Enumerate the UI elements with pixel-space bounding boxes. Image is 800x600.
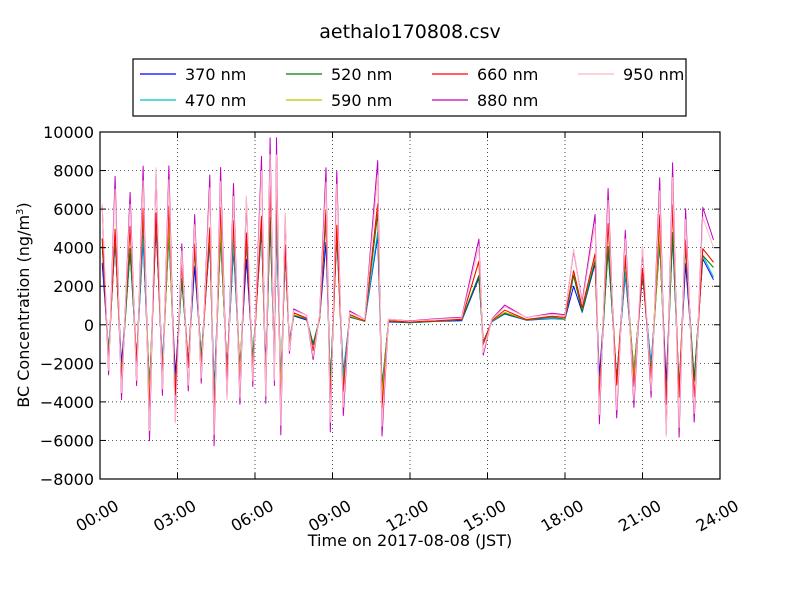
x-axis-label: Time on 2017-08-08 (JST) [307,531,512,550]
y-tick-label: 6000 [53,200,94,219]
y-tick-label: 10000 [43,123,94,142]
chart-title: aethalo170808.csv [319,21,501,43]
legend-label: 470 nm [185,91,246,110]
x-tick-label: 21:00 [615,496,664,536]
legend-label: 590 nm [331,91,392,110]
legend-label: 950 nm [623,65,684,84]
x-tick-label: 24:00 [693,496,742,536]
x-tick-label: 00:00 [73,496,122,536]
grid [100,132,720,479]
y-axis-label: BC Concentration (ng/m3) [14,202,33,407]
y-tick-label: 2000 [53,277,94,296]
y-tick-label: −8000 [40,470,94,489]
legend: 370 nm 470 nm 520 nm 590 nm 660 nm 880 nm 950 … [132,58,687,117]
x-tick-label: 18:00 [538,496,587,536]
legend-box [132,58,687,117]
series-line [101,154,714,437]
y-tick-label: −4000 [40,393,94,412]
y-tick-label: 0 [84,316,94,335]
x-tick-label: 09:00 [305,496,354,536]
x-tick-label: 12:00 [383,496,432,536]
legend-label: 880 nm [477,91,538,110]
y-tick-label: −2000 [40,354,94,373]
x-tick-label: 06:00 [228,496,277,536]
legend-label: 520 nm [331,65,392,84]
y-tick-label: −6000 [40,431,94,450]
x-tick-label: 15:00 [460,496,509,536]
ticks: −8000 −6000 −4000 −2000 0 2000 4000 6000 8000 100… [40,123,742,536]
y-tick-label: 4000 [53,239,94,258]
y-tick-label: 8000 [53,162,94,181]
plot-lines [101,137,714,447]
legend-label: 660 nm [477,65,538,84]
series-line [101,137,714,447]
x-tick-label: 03:00 [150,496,199,536]
legend-label: 370 nm [185,65,246,84]
